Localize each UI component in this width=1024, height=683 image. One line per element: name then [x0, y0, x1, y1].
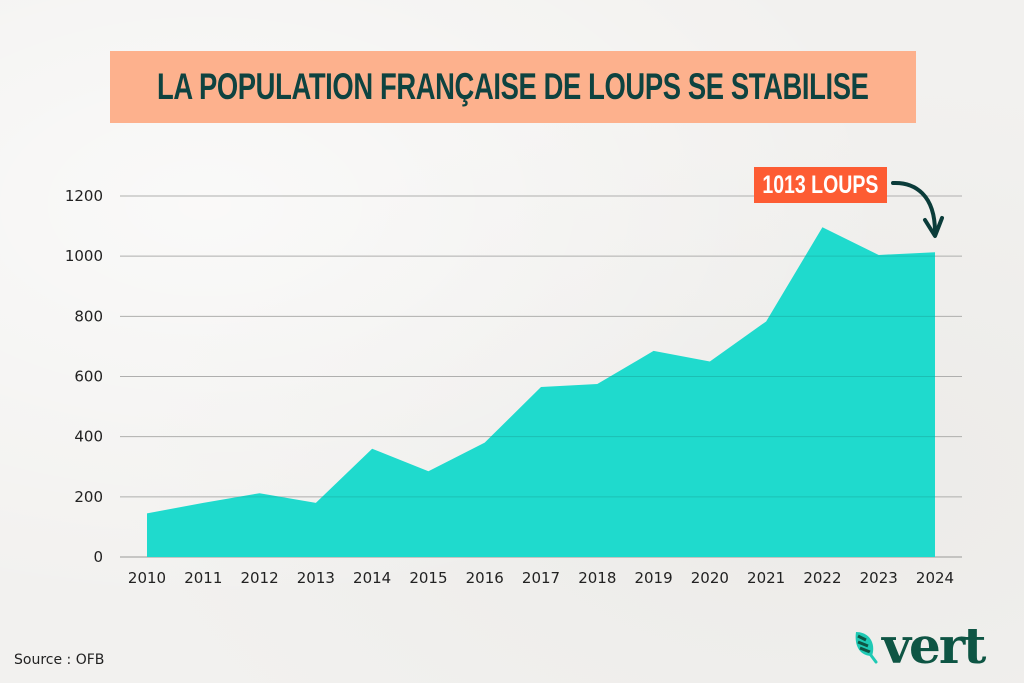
- x-tick-label: 2018: [578, 569, 616, 587]
- y-tick-label: 800: [74, 307, 103, 325]
- leaf-icon: [855, 632, 878, 664]
- x-tick-label: 2021: [747, 569, 785, 587]
- y-tick-label: 1000: [65, 247, 103, 265]
- x-tick-label: 2023: [860, 569, 898, 587]
- x-tick-label: 2015: [409, 569, 447, 587]
- x-tick-label: 2016: [466, 569, 504, 587]
- x-tick-label: 2022: [803, 569, 841, 587]
- y-tick-label: 400: [74, 428, 103, 446]
- chart-title: LA POPULATION FRANÇAISE DE LOUPS SE STAB…: [157, 66, 869, 107]
- area-series: [120, 195, 962, 557]
- y-tick-label: 1200: [65, 187, 103, 205]
- y-tick-label: 0: [93, 548, 103, 566]
- y-axis-ticks: 0 200 400 600 800 1000 1200: [65, 187, 103, 566]
- callout-label: 1013 LOUPS: [762, 170, 879, 199]
- logo-text: vert: [882, 616, 986, 675]
- area-fill: [147, 227, 935, 557]
- x-tick-label: 2020: [691, 569, 729, 587]
- value-callout: 1013 LOUPS: [754, 167, 887, 203]
- x-tick-label: 2014: [353, 569, 391, 587]
- x-axis-ticks: 2010 2011 2012 2013 2014 2015 2016 2017 2018 2019…: [128, 569, 954, 587]
- y-tick-label: 200: [74, 488, 103, 506]
- x-tick-label: 2012: [240, 569, 278, 587]
- x-tick-label: 2013: [297, 569, 335, 587]
- x-tick-label: 2019: [634, 569, 672, 587]
- curved-arrow-down-icon: [891, 180, 944, 238]
- title-banner: LA POPULATION FRANÇAISE DE LOUPS SE STAB…: [110, 51, 916, 123]
- x-tick-label: 2011: [184, 569, 222, 587]
- y-tick-label: 600: [74, 368, 103, 386]
- x-tick-label: 2024: [916, 569, 954, 587]
- source-label: Source : OFB: [14, 652, 105, 668]
- x-tick-label: 2017: [522, 569, 560, 587]
- vert-logo: vert: [852, 616, 986, 675]
- x-tick-label: 2010: [128, 569, 166, 587]
